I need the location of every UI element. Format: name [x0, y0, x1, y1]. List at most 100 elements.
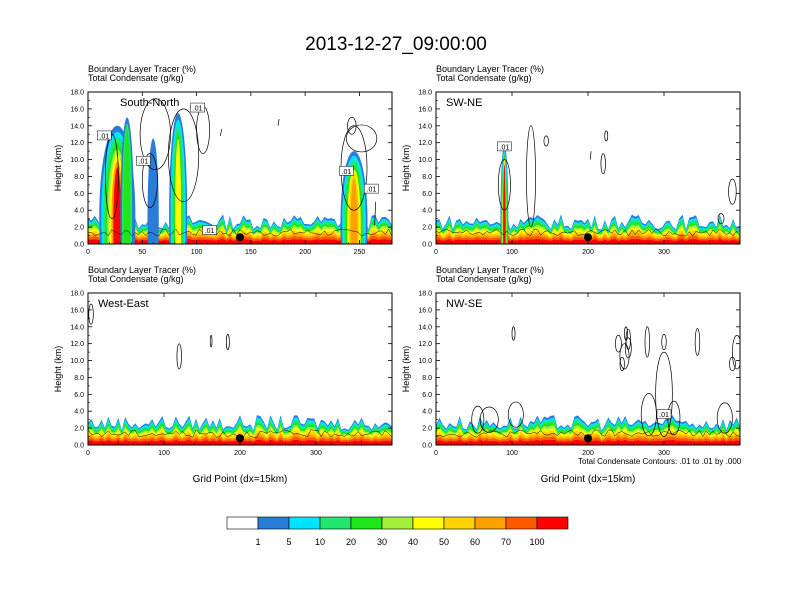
condensate-contour: [225, 334, 230, 350]
contour-label-box: [97, 130, 112, 141]
colorbar-label: 5: [286, 537, 291, 547]
condensate-contour: [732, 334, 740, 370]
y-tick-label: 6.0: [74, 191, 84, 198]
panel-top-left: Boundary Layer Tracer (%)Total Condensat…: [53, 64, 393, 256]
contour-label: .01: [367, 187, 377, 194]
panel-title-line: Boundary Layer Tracer (%): [436, 265, 544, 275]
y-tick-label: 2.0: [74, 225, 84, 232]
y-tick-label: 0.0: [74, 242, 84, 249]
condensate-contour: [167, 108, 200, 203]
condensate-contour: [624, 337, 632, 359]
x-tick-label: 300: [658, 249, 670, 256]
y-tick-label: 0.0: [74, 443, 84, 450]
panel-title-line: Total Condensate (g/kg): [88, 73, 184, 83]
contour-note: Total Condensate Contours: .01 to .01 by…: [578, 457, 742, 466]
y-tick-label: 12.0: [418, 140, 432, 147]
contour-label-box: [202, 225, 217, 235]
condensate-contour: [105, 133, 119, 220]
condensate-contour: [615, 334, 622, 353]
y-tick-label: 0.0: [422, 242, 432, 249]
x-tick-label: 200: [299, 249, 311, 256]
condensate-contour: [141, 153, 158, 209]
colorbar-swatch: [288, 516, 321, 530]
y-tick-label: 4.0: [422, 409, 432, 416]
x-tick-label: 150: [245, 249, 257, 256]
panel-inner-label: West-East: [98, 298, 149, 310]
tracer-plume: [113, 167, 122, 244]
condensate-contour: [619, 343, 630, 370]
colorbar-swatch: [412, 516, 445, 530]
y-tick-label: 4.0: [74, 409, 84, 416]
y-tick-label: 2.0: [74, 426, 84, 433]
x-tick-label: 100: [191, 249, 203, 256]
y-tick-label: 4.0: [74, 208, 84, 215]
panel-inner-label: SW-NE: [446, 97, 482, 109]
condensate-contour: [589, 151, 592, 160]
y-tick-label: 14.0: [418, 324, 432, 331]
y-tick-label: 10.0: [70, 157, 84, 164]
panel-bottom-right: Boundary Layer Tracer (%)Total Condensat…: [401, 265, 741, 485]
contour-label-box: [339, 166, 354, 176]
condensate-contour: [479, 406, 499, 433]
tracer-plume: [175, 139, 182, 244]
location-marker: [584, 233, 592, 242]
x-tick-label: 100: [506, 249, 518, 256]
y-tick-label: 12.0: [70, 341, 84, 348]
panel-top-right: Boundary Layer Tracer (%)Total Condensat…: [401, 64, 741, 256]
tracer-plume: [350, 178, 358, 244]
colorbar-label: 20: [346, 537, 356, 547]
condensate-contour: [277, 118, 280, 126]
condensate-contour: [717, 213, 725, 225]
panel-title-line: Boundary Layer Tracer (%): [88, 265, 196, 275]
panel-title-line: Boundary Layer Tracer (%): [88, 64, 196, 74]
condensate-contour: [543, 135, 549, 147]
condensate-contour: [436, 228, 740, 237]
x-tick-label: 250: [354, 249, 366, 256]
panel-title-line: Total Condensate (g/kg): [436, 274, 532, 284]
location-marker: [584, 434, 592, 443]
contour-label-box: [656, 409, 672, 419]
y-tick-label: 10.0: [70, 358, 84, 365]
condensate-contour: [604, 130, 609, 142]
y-tick-label: 18.0: [418, 291, 432, 298]
y-tick-label: 2.0: [422, 225, 432, 232]
x-tick-label: 200: [582, 249, 594, 256]
condensate-contour: [655, 351, 673, 437]
condensate-contour: [640, 393, 657, 437]
y-tick-label: 16.0: [70, 106, 84, 113]
y-tick-label: 0.0: [422, 443, 432, 450]
contour-label: .01: [193, 106, 203, 113]
panel-bottom-left: Boundary Layer Tracer (%)Total Condensat…: [53, 265, 393, 485]
condensate-contour: [209, 334, 213, 348]
contour-label: .01: [342, 169, 352, 176]
colorbar-label: 100: [529, 537, 544, 547]
x-tick-label: 200: [234, 450, 246, 457]
condensate-contour: [511, 326, 516, 341]
colorbar: 1 5 10 20 30 40 50 60 70 100: [226, 516, 569, 547]
y-axis-label: Height (km): [401, 346, 411, 393]
panel-inner-label: South-North: [120, 97, 179, 109]
x-axis-label: Grid Point (dx=15km): [541, 474, 636, 485]
condensate-contour: [176, 343, 182, 370]
colorbar-swatch: [226, 516, 259, 530]
contour-label: .01: [659, 412, 669, 419]
x-tick-label: 300: [658, 450, 670, 457]
plot-area: .01 .01 .01 .01 .01 .01: [88, 98, 392, 244]
plot-area: .01: [436, 326, 740, 445]
condensate-contour: [88, 429, 392, 438]
colorbar-swatch: [381, 516, 414, 530]
x-axis-label: Grid Point (dx=15km): [193, 474, 288, 485]
panels: Boundary Layer Tracer (%)Total Condensat…: [53, 64, 741, 485]
panel-inner-label: NW-SE: [446, 298, 482, 310]
contour-label: .01: [99, 133, 109, 140]
x-tick-label: 100: [506, 450, 518, 457]
y-tick-label: 2.0: [422, 426, 432, 433]
condensate-contour: [196, 106, 210, 154]
x-tick-label: 100: [158, 450, 170, 457]
y-tick-label: 16.0: [418, 307, 432, 314]
colorbar-label: 10: [315, 537, 325, 547]
y-tick-label: 18.0: [418, 90, 432, 97]
colorbar-swatch: [350, 516, 383, 530]
y-axis-label: Height (km): [53, 145, 63, 192]
